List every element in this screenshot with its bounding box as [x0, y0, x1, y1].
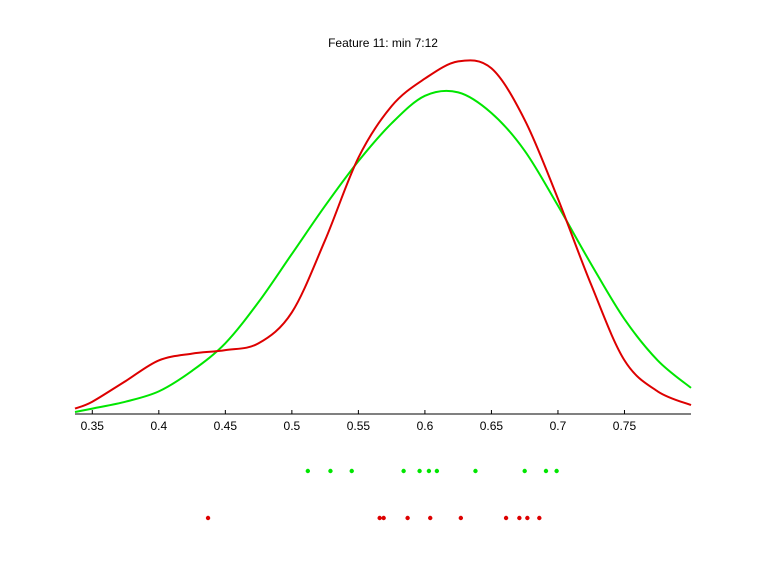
- sample-point-series-1: [349, 468, 354, 474]
- x-tick-label: 0.45: [214, 419, 238, 433]
- x-tick-label: 0.65: [480, 419, 504, 433]
- sample-points: [205, 468, 559, 521]
- x-tick-label: 0.7: [550, 419, 567, 433]
- sample-point-series-2: [428, 515, 433, 521]
- sample-point-series-1: [522, 468, 527, 474]
- sample-point-series-1: [401, 468, 406, 474]
- chart-title: Feature 11: min 7:12: [328, 36, 438, 50]
- x-tick-label: 0.75: [613, 419, 637, 433]
- x-axis-ticks: 0.35 0.4 0.45 0.5 0.55 0.6 0.65 0.7 0.75: [81, 410, 637, 433]
- sample-point-series-2: [377, 515, 382, 521]
- sample-point-series-1: [434, 468, 440, 474]
- sample-point-series-2: [405, 515, 410, 521]
- x-tick-label: 0.5: [284, 419, 301, 433]
- sample-point-series-1: [417, 468, 422, 474]
- sample-point-series-1: [554, 468, 559, 474]
- sample-point-series-2: [381, 515, 386, 521]
- sample-point-series-2: [205, 515, 211, 521]
- x-tick-label: 0.6: [417, 419, 434, 433]
- x-tick-label: 0.55: [347, 419, 371, 433]
- sample-point-series-2: [537, 515, 542, 521]
- x-tick-label: 0.4: [150, 419, 167, 433]
- sample-point-series-2: [503, 515, 509, 521]
- sample-point-series-1: [543, 468, 549, 474]
- sample-point-series-1: [305, 468, 311, 474]
- density-curve-series-2: [74, 59, 692, 410]
- sample-point-series-1: [328, 468, 333, 474]
- sample-point-series-1: [473, 468, 478, 474]
- sample-point-series-2: [517, 515, 522, 521]
- sample-point-series-2: [458, 515, 464, 521]
- sample-point-series-2: [525, 515, 530, 521]
- density-curves: [74, 59, 692, 413]
- density-curve-series-1: [74, 89, 692, 413]
- x-tick-label: 0.35: [81, 419, 105, 433]
- sample-point-series-1: [426, 468, 432, 474]
